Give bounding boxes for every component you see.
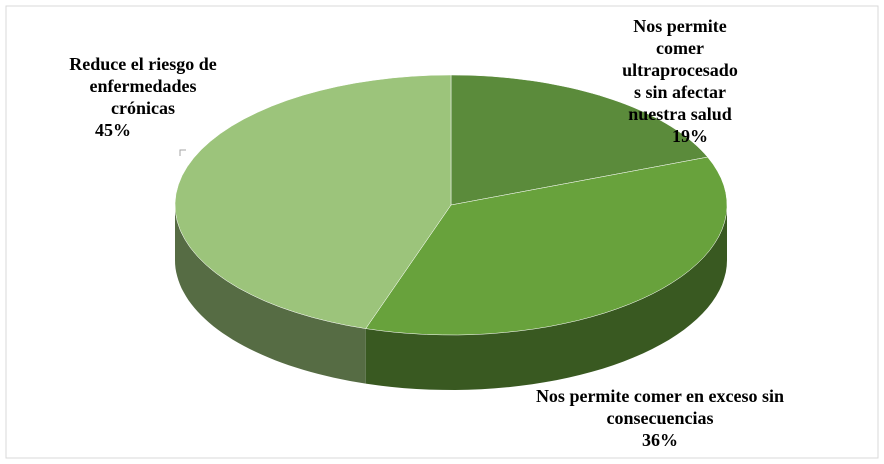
leader-line [179,149,186,156]
pie [174,74,728,390]
slice [365,156,728,336]
value-label: 45% [95,120,131,140]
value-label: 19% [672,126,708,146]
category-label: Reduce el riesgo de enfermedades crónicas [69,54,216,118]
category-label: Nos permite comer ultraprocesado s sin afec… [622,16,738,124]
value-label: 36% [642,430,678,450]
slice [450,74,709,206]
slice [174,74,452,329]
slice-side [365,205,727,390]
category-label: Nos permite comer en exceso sin consecuen… [536,386,784,428]
slice-side [175,205,366,384]
